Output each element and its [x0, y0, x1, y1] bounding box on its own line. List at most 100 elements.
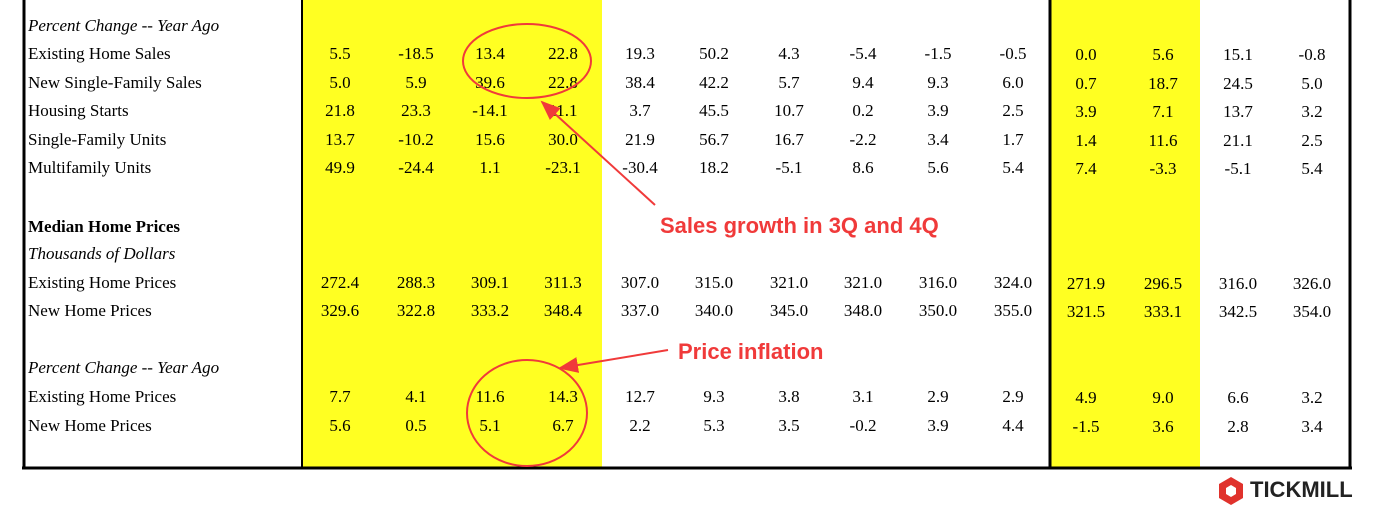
- cell: 5.0: [329, 73, 350, 92]
- cell: 340.0: [695, 301, 733, 320]
- cell: 9.3: [703, 387, 724, 406]
- logo-icon: [1226, 485, 1236, 497]
- cell: 321.0: [770, 273, 808, 292]
- circle: [462, 23, 592, 99]
- cell: 21.8: [325, 101, 355, 120]
- row-label: Existing Home Sales: [28, 44, 171, 63]
- cell: -23.1: [545, 158, 580, 177]
- cell: -30.4: [622, 158, 658, 177]
- cell: 0.0: [1075, 45, 1096, 64]
- row-label: Multifamily Units: [28, 158, 151, 177]
- cell: 5.0: [1301, 74, 1322, 93]
- table: Percent Change -- Year Ago Existing Home …: [27, 16, 1331, 436]
- cell: -5.4: [850, 44, 877, 63]
- section-subheading: Thousands of Dollars: [28, 244, 176, 263]
- row-label: Existing Home Prices: [28, 387, 176, 406]
- circle: [466, 359, 588, 467]
- cell: 3.4: [927, 130, 949, 149]
- cell: 13.7: [1223, 102, 1253, 121]
- cell: -0.5: [1000, 44, 1027, 63]
- cell: 311.3: [544, 273, 582, 292]
- cell: 271.9: [1067, 274, 1105, 293]
- cell: 321.0: [844, 273, 882, 292]
- cell: 18.2: [699, 158, 729, 177]
- row-label: New Home Prices: [28, 416, 152, 435]
- cell: 3.2: [1301, 388, 1322, 407]
- cell: 5.6: [329, 416, 350, 435]
- cell: 6.7: [552, 416, 574, 435]
- cell: 3.1: [852, 387, 873, 406]
- cell: 13.7: [325, 130, 355, 149]
- cell: 2.2: [629, 416, 650, 435]
- cell: 9.3: [927, 73, 948, 92]
- cell: -1.5: [925, 44, 952, 63]
- cell: 4.9: [1075, 388, 1096, 407]
- cell: 3.4: [1301, 417, 1323, 436]
- cell: 0.5: [405, 416, 426, 435]
- section-heading: Median Home Prices: [28, 217, 180, 236]
- row-label: New Home Prices: [28, 301, 152, 320]
- cell: 324.0: [994, 273, 1032, 292]
- cell: 288.3: [397, 273, 435, 292]
- cell: 0.2: [852, 101, 873, 120]
- cell: 0.7: [1075, 74, 1097, 93]
- logo: TICKMILL: [1250, 477, 1353, 502]
- cell: 3.8: [778, 387, 799, 406]
- cell: -14.1: [472, 101, 507, 120]
- cell: 309.1: [471, 273, 509, 292]
- cell: -24.4: [398, 158, 434, 177]
- cell: -2.2: [850, 130, 877, 149]
- highlight: [1050, 0, 1200, 468]
- cell: 326.0: [1293, 274, 1331, 293]
- row-label: Existing Home Prices: [28, 273, 176, 292]
- cell: -1.5: [1073, 417, 1100, 436]
- cell: 9.0: [1152, 388, 1173, 407]
- cell: 19.3: [625, 44, 655, 63]
- cell: 4.3: [778, 44, 799, 63]
- cell: 5.1: [479, 416, 500, 435]
- cell: 18.7: [1148, 74, 1178, 93]
- cell: 5.5: [329, 44, 350, 63]
- cell: 3.9: [927, 101, 948, 120]
- cell: 11.6: [475, 387, 504, 406]
- cell: 24.5: [1223, 74, 1253, 93]
- cell: 3.5: [778, 416, 799, 435]
- cell: 38.4: [625, 73, 655, 92]
- cell: 10.7: [774, 101, 804, 120]
- cell: 355.0: [994, 301, 1032, 320]
- cell: 2.8: [1227, 417, 1248, 436]
- cell: 316.0: [919, 273, 957, 292]
- cell: 348.0: [844, 301, 882, 320]
- cell: 2.5: [1002, 101, 1023, 120]
- cell: 39.6: [475, 73, 505, 92]
- cell: 56.7: [699, 130, 729, 149]
- cell: 337.0: [621, 301, 659, 320]
- row-label: Single-Family Units: [28, 130, 166, 149]
- annotation: Price inflation: [678, 339, 823, 364]
- cell: -5.1: [1225, 159, 1252, 178]
- cell: 5.6: [927, 158, 948, 177]
- cell: 272.4: [321, 273, 360, 292]
- cell: 6.0: [1002, 73, 1023, 92]
- cell: 7.1: [1152, 102, 1173, 121]
- cell: 3.9: [1075, 102, 1096, 121]
- section-heading: Percent Change -- Year Ago: [27, 358, 219, 377]
- cell: 16.7: [774, 130, 804, 149]
- cell: 3.7: [629, 101, 651, 120]
- cell: 5.4: [1301, 159, 1323, 178]
- cell: 11.1: [548, 101, 577, 120]
- cell: 2.9: [927, 387, 948, 406]
- cell: 1.1: [479, 158, 500, 177]
- cell: -0.8: [1299, 45, 1326, 64]
- cell: 4.4: [1002, 416, 1024, 435]
- cell: 333.2: [471, 301, 509, 320]
- highlight: [302, 0, 602, 468]
- cell: 5.9: [405, 73, 426, 92]
- cell: 1.4: [1075, 131, 1097, 150]
- cell: 3.2: [1301, 102, 1322, 121]
- cell: 342.5: [1219, 302, 1257, 321]
- cell: 15.1: [1223, 45, 1253, 64]
- cell: 14.3: [548, 387, 578, 406]
- cell: 345.0: [770, 301, 808, 320]
